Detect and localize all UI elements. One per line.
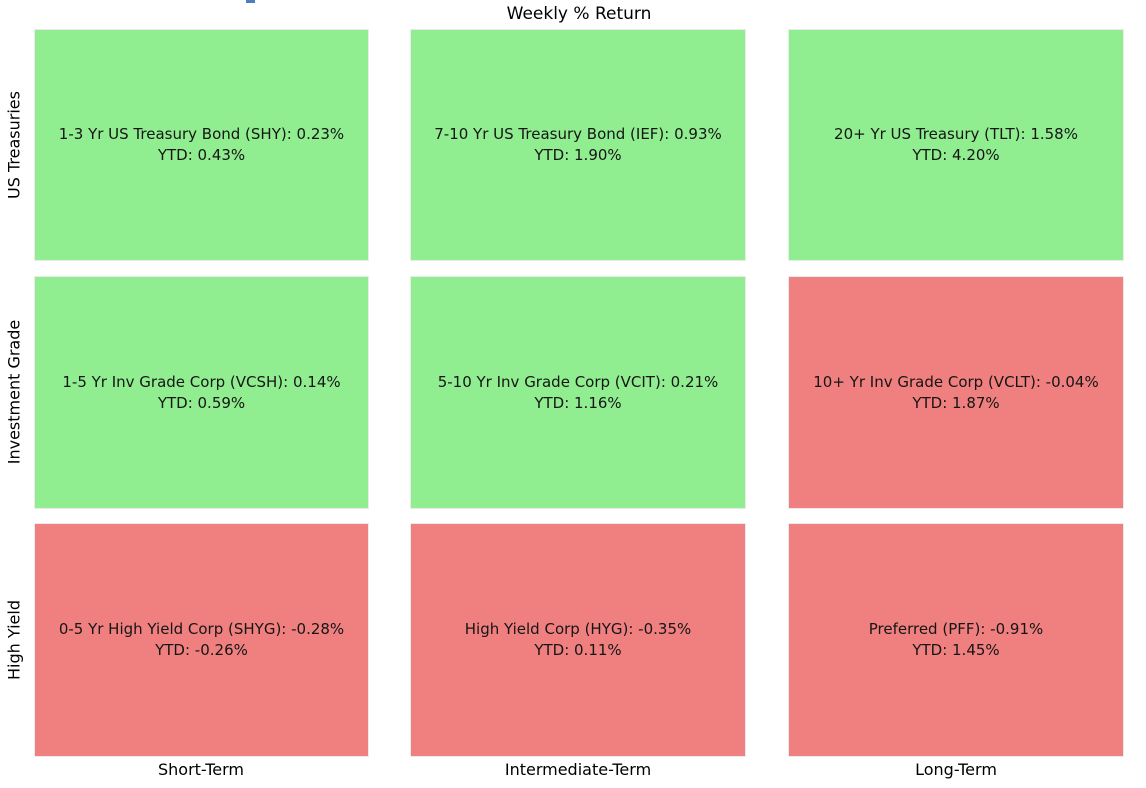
row-label-high-yield: High Yield [4, 600, 24, 680]
cell-ytd-label: YTD: 1.45% [912, 641, 1000, 659]
cell-weekly-label: 7-10 Yr US Treasury Bond (IEF): 0.93% [434, 125, 722, 143]
col-label-long-term: Long-Term [915, 760, 997, 779]
row-label-investment-grade: Investment Grade [4, 319, 24, 465]
cell-hyg: High Yield Corp (HYG): -0.35% YTD: 0.11% [410, 523, 746, 757]
cell-ytd-label: YTD: 0.59% [157, 393, 246, 412]
chart-title: Weekly % Return [506, 4, 652, 24]
cell-weekly-label: 1-5 Yr Inv Grade Corp (VCSH): 0.14% [62, 372, 341, 391]
cell-weekly-label: High Yield Corp (HYG): -0.35% [464, 620, 692, 638]
cell-ytd-label: YTD: 4.20% [912, 146, 1000, 164]
cell-vcit: 5-10 Yr Inv Grade Corp (VCIT): 0.21% YTD… [410, 276, 746, 509]
cell-weekly-label: 5-10 Yr Inv Grade Corp (VCIT): 0.21% [437, 372, 719, 391]
cell-tlt: 20+ Yr US Treasury (TLT): 1.58% YTD: 4.2… [788, 29, 1124, 261]
col-label-short-term: Short-Term [157, 760, 245, 779]
cell-shyg: 0-5 Yr High Yield Corp (SHYG): -0.28% YT… [34, 523, 369, 757]
cell-ytd-label: YTD: -0.26% [155, 641, 248, 659]
cell-weekly-label: 0-5 Yr High Yield Corp (SHYG): -0.28% [58, 620, 345, 638]
cell-pff: Preferred (PFF): -0.91% YTD: 1.45% [788, 523, 1124, 757]
cell-weekly-label: 10+ Yr Inv Grade Corp (VCLT): -0.04% [813, 372, 1099, 391]
clipped-link-fragment [246, 0, 255, 3]
cell-ytd-label: YTD: 1.90% [534, 146, 622, 164]
cell-ytd-label: YTD: 0.43% [157, 146, 246, 164]
cell-weekly-label: Preferred (PFF): -0.91% [868, 620, 1044, 638]
cell-ytd-label: YTD: 0.11% [534, 641, 622, 659]
cell-weekly-label: 1-3 Yr US Treasury Bond (SHY): 0.23% [58, 125, 345, 143]
cell-ief: 7-10 Yr US Treasury Bond (IEF): 0.93% YT… [410, 29, 746, 261]
cell-vclt: 10+ Yr Inv Grade Corp (VCLT): -0.04% YTD… [788, 276, 1124, 509]
row-label-us-treasuries: US Treasuries [4, 91, 24, 199]
cell-ytd-label: YTD: 1.16% [534, 393, 622, 412]
cell-weekly-label: 20+ Yr US Treasury (TLT): 1.58% [834, 125, 1078, 143]
cell-ytd-label: YTD: 1.87% [912, 393, 1000, 412]
cell-vcsh: 1-5 Yr Inv Grade Corp (VCSH): 0.14% YTD:… [34, 276, 369, 509]
cell-shy: 1-3 Yr US Treasury Bond (SHY): 0.23% YTD… [34, 29, 369, 261]
col-label-intermediate-term: Intermediate-Term [504, 760, 652, 779]
